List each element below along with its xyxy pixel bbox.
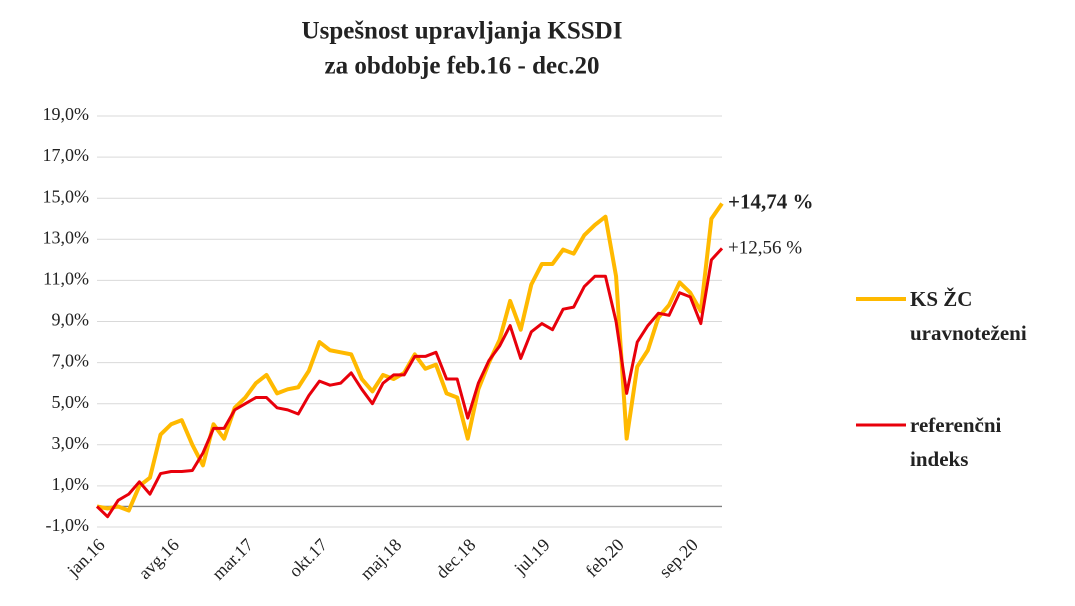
legend-label: referenčni indeks — [910, 413, 1002, 471]
x-tick-label: jan.16 — [62, 535, 108, 581]
annotation: +12,56 % — [728, 238, 802, 259]
x-tick-label: avg.16 — [134, 535, 182, 583]
legend-label: KS ŽC uravnoteženi — [910, 287, 1027, 345]
x-tick-label: sep.20 — [655, 535, 702, 582]
x-tick-label: feb.20 — [582, 535, 628, 581]
x-tick-label: okt.17 — [285, 535, 331, 581]
y-tick-label: 11,0% — [43, 269, 89, 289]
y-tick-label: 7,0% — [52, 351, 90, 371]
y-tick-label: 13,0% — [43, 227, 90, 247]
x-tick-label: maj.18 — [356, 535, 405, 584]
y-tick-label: 3,0% — [52, 433, 90, 453]
annotation: +14,74 % — [728, 189, 813, 213]
y-tick-label: 1,0% — [52, 474, 90, 494]
x-tick-label: dec.18 — [432, 535, 480, 583]
y-tick-label: 19,0% — [43, 104, 90, 124]
chart-title: Uspešnost upravljanja KSSDI — [302, 18, 623, 45]
x-tick-label: mar.17 — [208, 535, 257, 584]
y-tick-label: 9,0% — [52, 310, 90, 330]
y-tick-label: -1,0% — [46, 515, 90, 535]
x-tick-label: jul.19 — [509, 535, 553, 579]
y-tick-label: 5,0% — [52, 392, 90, 412]
y-tick-label: 17,0% — [43, 145, 90, 165]
chart-title: za obdobje feb.16 - dec.20 — [325, 53, 600, 80]
line-series — [95, 247, 724, 519]
line-series — [96, 202, 724, 513]
y-tick-label: 15,0% — [43, 186, 90, 206]
